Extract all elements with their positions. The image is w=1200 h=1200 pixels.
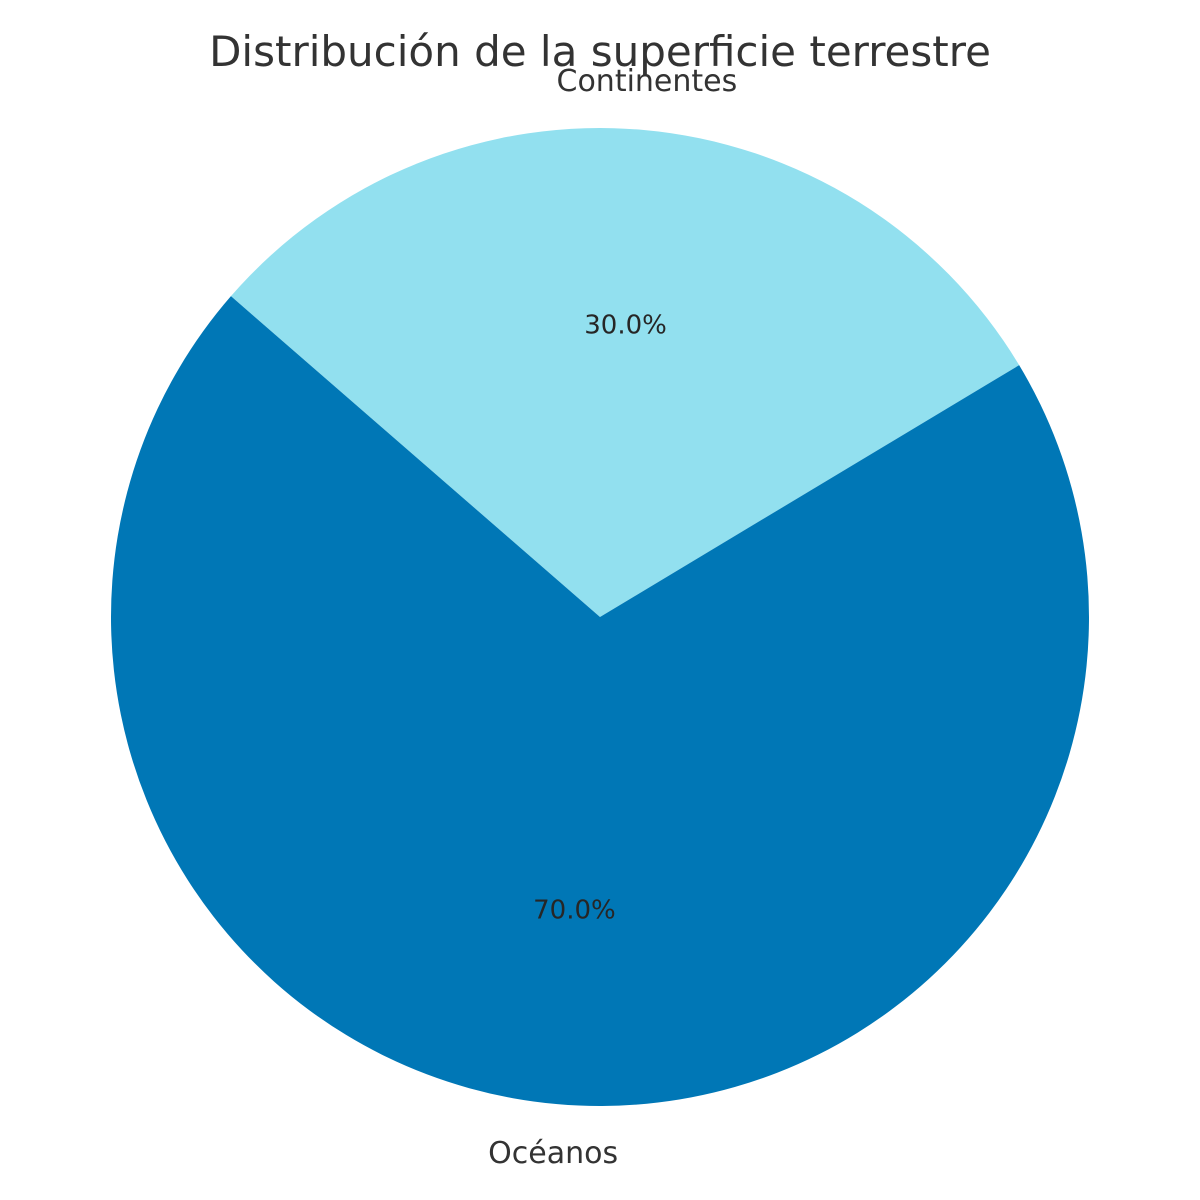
pie-slice-continentes [230,128,1020,617]
chart-title: Distribución de la superficie terrestre [209,27,991,76]
pct-label-oceanos: 70.0% [533,895,616,925]
pct-label-continentes: 30.0% [584,311,667,341]
pie-labels: Continentes 30.0% Océanos 70.0% [488,64,737,1171]
slice-label-oceanos: Océanos [488,1136,618,1171]
slice-label-continentes: Continentes [557,64,738,99]
pie-slices [110,128,1090,1106]
pie-slice-oceanos [110,296,1090,1106]
